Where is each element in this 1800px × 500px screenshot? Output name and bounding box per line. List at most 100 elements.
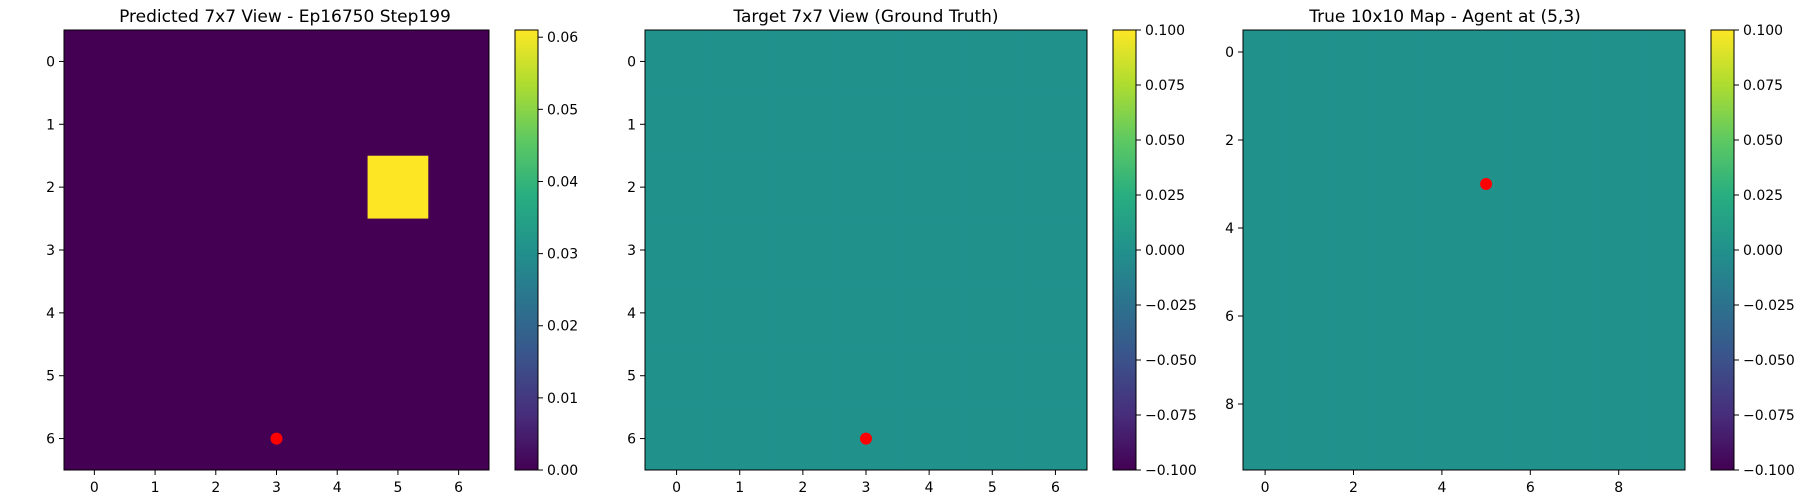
heatmap-cell: [1243, 338, 1288, 383]
heatmap-cell: [367, 344, 429, 408]
heatmap-cell: [1508, 250, 1553, 295]
colorbar-tick-label: 0.100: [1743, 23, 1783, 39]
heatmap-cell: [1375, 382, 1421, 427]
heatmap-cell: [1508, 338, 1553, 383]
x-tick-label: 4: [333, 480, 342, 496]
heatmap-cell: [960, 281, 1025, 345]
agent-marker: [860, 432, 872, 445]
heatmap-cell: [1596, 426, 1642, 471]
heatmap-cell: [960, 92, 1025, 157]
heatmap-cell: [1508, 162, 1553, 207]
heatmap-cell: [1640, 426, 1686, 471]
y-tick-label: 4: [627, 306, 636, 322]
heatmap-cell: [897, 407, 962, 471]
heatmap-cell: [428, 92, 490, 157]
heatmap-cell: [1419, 206, 1465, 251]
heatmap-cell: [1023, 218, 1088, 282]
heatmap-cell: [1464, 250, 1509, 295]
heatmap-cell: [1419, 426, 1465, 471]
heatmap-cell: [1596, 162, 1642, 207]
heatmap-cell: [124, 344, 186, 408]
heatmap-cell: [708, 155, 772, 220]
heatmap-cell: [1508, 294, 1553, 339]
heatmap-cell: [428, 30, 490, 94]
heatmap-cell: [1464, 118, 1509, 163]
y-tick-label: 2: [1225, 133, 1234, 149]
heatmap-cell: [834, 281, 899, 345]
heatmap-cell: [645, 155, 709, 220]
heatmap-cell: [1023, 281, 1088, 345]
colorbar-tick-label: 0.050: [1145, 133, 1185, 149]
heatmap-cell: [1243, 206, 1288, 251]
heatmap-cell: [834, 30, 899, 94]
heatmap-cell: [1331, 382, 1377, 427]
heatmap-cell: [1023, 92, 1088, 157]
colorbar-tick-label: 0.00: [547, 463, 578, 479]
heatmap-cell: [1640, 250, 1686, 295]
heatmap-cell: [1596, 382, 1642, 427]
heatmap-cell: [1375, 162, 1421, 207]
colorbar-tick-label: 0.000: [1145, 243, 1185, 259]
heatmap-cell: [1419, 250, 1465, 295]
heatmap-cell: [246, 155, 308, 220]
heatmap-cell: [834, 218, 899, 282]
heatmap-cell: [1023, 155, 1088, 220]
heatmap-cell: [1375, 206, 1421, 251]
heatmap-cell: [1243, 162, 1288, 207]
x-tick-label: 6: [454, 480, 463, 496]
heatmap-cell: [708, 344, 772, 408]
heatmap-cell: [897, 155, 962, 220]
heatmap-cell: [64, 218, 126, 282]
heatmap-cell: [1331, 74, 1377, 119]
x-tick-label: 4: [1437, 480, 1446, 496]
colorbar: [515, 30, 538, 470]
heatmap-cell: [246, 218, 308, 282]
heatmap-cell: [1331, 338, 1377, 383]
heatmap-cell: [1508, 426, 1553, 471]
heatmap-cell: [1464, 206, 1509, 251]
heatmap-cell: [367, 218, 429, 282]
heatmap-cell: [1640, 74, 1686, 119]
heatmap-cell: [1419, 382, 1465, 427]
heatmap-cell: [771, 30, 835, 94]
chart-title-target: Target 7x7 View (Ground Truth): [732, 7, 998, 27]
colorbar-tick-label: −0.075: [1743, 408, 1795, 424]
heatmap-cell: [428, 281, 490, 345]
colorbar-tick-label: −0.050: [1145, 353, 1197, 369]
heatmap-cell: [1464, 338, 1509, 383]
heatmap-cell: [64, 92, 126, 157]
heatmap-cell: [1596, 338, 1642, 383]
heatmap-cell: [960, 218, 1025, 282]
heatmap-cell: [1331, 250, 1377, 295]
x-tick-label: 2: [1349, 480, 1358, 496]
heatmap-cell: [960, 344, 1025, 408]
y-tick-label: 6: [1225, 309, 1234, 325]
y-tick-label: 8: [1225, 397, 1234, 413]
y-tick-label: 6: [46, 432, 55, 448]
agent-marker: [1480, 178, 1493, 190]
y-tick-label: 1: [627, 117, 636, 133]
heatmap-cell: [367, 155, 429, 220]
heatmap-cell: [771, 92, 835, 157]
colorbar-tick-label: 0.100: [1145, 23, 1185, 39]
heatmap-cell: [428, 218, 490, 282]
heatmap-cell: [1287, 250, 1332, 295]
heatmap-cell: [1419, 162, 1465, 207]
heatmap-cell: [1552, 294, 1598, 339]
heatmap-cell: [1419, 294, 1465, 339]
heatmap-cell: [1464, 74, 1509, 119]
heatmap-cell: [645, 92, 709, 157]
heatmap-cell: [1023, 344, 1088, 408]
heatmap-cell: [708, 30, 772, 94]
heatmap-cell: [1640, 206, 1686, 251]
heatmap-cell: [1287, 30, 1332, 75]
heatmap-cell: [960, 155, 1025, 220]
heatmap-cell: [1640, 162, 1686, 207]
chart-title-predicted: Predicted 7x7 View - Ep16750 Step199: [119, 7, 451, 27]
heatmap-cell: [1243, 30, 1288, 75]
colorbar-tick-label: −0.025: [1743, 298, 1795, 314]
x-tick-label: 1: [735, 480, 744, 496]
axes-frame: [1242, 29, 1686, 471]
chart-panel-2: 0 2 4 6 8 0 2 4 6 8 −0.100 −0.075 −0.050 −0.025 0.000 0…: [1225, 23, 1795, 496]
heatmap-cell: [897, 281, 962, 345]
